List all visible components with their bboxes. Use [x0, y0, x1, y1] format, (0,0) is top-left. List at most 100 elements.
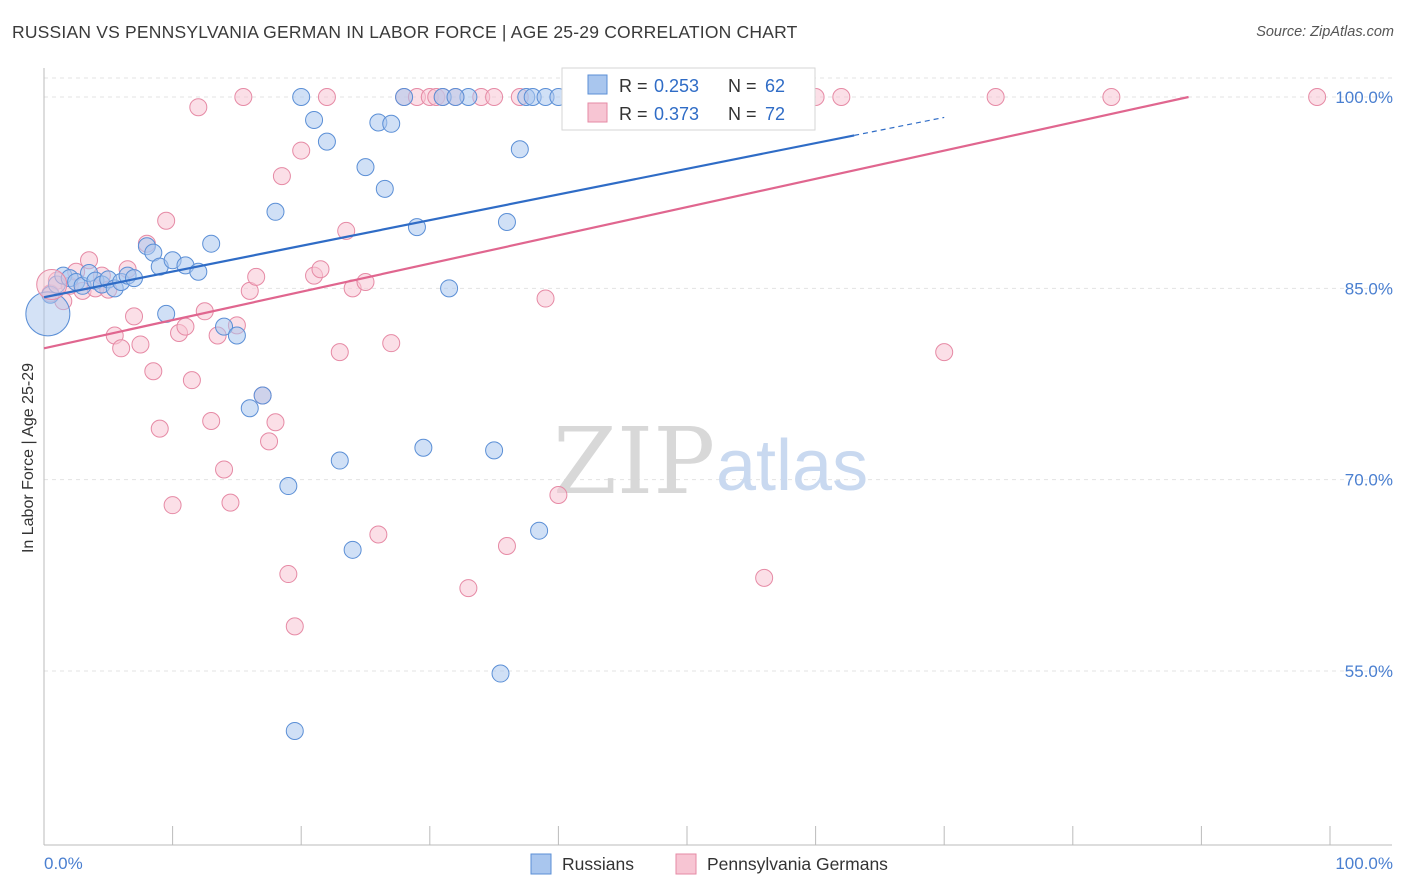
point-russians	[285, 721, 304, 740]
x-tick-labels: 0.0% 100.0%	[44, 854, 1393, 873]
legend-n-label-1: N =	[728, 76, 757, 96]
point-pennsylvania-germans	[485, 88, 504, 106]
point-pennsylvania-germans	[459, 579, 478, 598]
point-russians	[395, 88, 414, 106]
point-pg-cluster	[36, 269, 68, 301]
point-pennsylvania-germans	[536, 289, 555, 308]
point-pennsylvania-germans	[317, 88, 336, 106]
point-russians	[530, 521, 549, 540]
legend-swatch-russians	[587, 74, 608, 95]
watermark-atlas: atlas	[716, 426, 868, 506]
point-russians	[446, 88, 465, 106]
series-legend-russians: Russians	[562, 854, 634, 874]
point-pennsylvania-germans	[832, 88, 851, 106]
series-legend-swatch-russians	[530, 853, 552, 875]
y-tick-label: 85.0%	[1345, 279, 1393, 298]
trend-line-russians	[43, 134, 855, 299]
point-russians	[317, 132, 336, 151]
point-pennsylvania-germans	[221, 493, 240, 512]
legend-n-value-1: 62	[765, 76, 785, 96]
series-legend: Russians Pennsylvania Germans	[530, 853, 888, 875]
y-tick-label: 100.0%	[1335, 88, 1393, 107]
y-axis-label: In Labor Force | Age 25-29	[20, 363, 37, 553]
gridlines	[44, 77, 1392, 672]
watermark-zip: ZIP	[553, 408, 715, 515]
point-pennsylvania-germans	[272, 167, 291, 186]
point-russians	[215, 317, 234, 336]
point-russians	[202, 234, 221, 253]
axes	[43, 68, 1392, 846]
point-russians	[330, 451, 349, 470]
point-russians	[266, 202, 285, 221]
watermark: ZIP atlas	[553, 408, 868, 515]
series-legend-swatch-pg	[675, 853, 697, 875]
point-pennsylvania-germans	[144, 362, 163, 381]
y-tick-label: 70.0%	[1345, 471, 1393, 490]
y-tick-labels: 55.0% 70.0% 85.0% 100.0%	[1335, 88, 1393, 681]
y-tick-label: 55.0%	[1345, 662, 1393, 681]
legend-r-label-2: R =	[619, 104, 648, 124]
point-russians	[253, 386, 272, 405]
point-pennsylvania-germans	[163, 496, 182, 515]
point-pennsylvania-germans	[202, 411, 221, 430]
point-pennsylvania-germans	[189, 98, 208, 117]
point-pennsylvania-germans	[497, 536, 516, 555]
data-points	[25, 88, 1327, 740]
point-pennsylvania-germans	[549, 485, 568, 504]
point-pennsylvania-germans	[260, 432, 279, 451]
point-russians	[491, 664, 510, 683]
point-pennsylvania-germans	[935, 343, 954, 362]
trend-line-russians-extension	[854, 116, 945, 136]
point-pennsylvania-germans	[234, 88, 253, 106]
point-pennsylvania-germans	[215, 460, 234, 479]
point-russians	[375, 179, 394, 198]
point-pennsylvania-germans	[330, 343, 349, 362]
point-pennsylvania-germans	[292, 141, 311, 160]
legend-r-value-2: 0.373	[654, 104, 699, 124]
point-pennsylvania-germans	[311, 260, 330, 279]
point-pennsylvania-germans	[125, 307, 144, 326]
point-pennsylvania-germans	[157, 211, 176, 230]
point-pennsylvania-germans	[266, 413, 285, 432]
point-pennsylvania-germans	[131, 335, 150, 354]
point-pennsylvania-germans	[382, 334, 401, 353]
point-pennsylvania-germans	[279, 565, 298, 584]
point-pennsylvania-germans	[285, 617, 304, 636]
point-russians	[292, 88, 311, 106]
source-label: Source: ZipAtlas.com	[1256, 24, 1394, 40]
point-russians	[279, 477, 298, 496]
point-pennsylvania-germans	[150, 419, 169, 438]
legend-n-value-2: 72	[765, 104, 785, 124]
point-russians	[356, 158, 375, 177]
point-pennsylvania-germans	[1308, 88, 1327, 106]
series-legend-pg: Pennsylvania Germans	[707, 854, 888, 874]
point-pennsylvania-germans	[986, 88, 1005, 106]
point-russians	[414, 438, 433, 457]
point-russians	[510, 140, 529, 159]
legend-r-label-1: R =	[619, 76, 648, 96]
x-tick-label: 100.0%	[1335, 854, 1393, 873]
stats-legend: R = 0.253 N = 62 R = 0.373 N = 72	[561, 67, 816, 131]
legend-n-label-2: N =	[728, 104, 757, 124]
trend-line-pennsylvania-germans	[43, 95, 1189, 350]
point-russians	[382, 114, 401, 133]
point-russians	[240, 399, 259, 418]
point-pennsylvania-germans	[247, 267, 266, 286]
x-tick-label: 0.0%	[44, 854, 83, 873]
point-russians	[485, 441, 504, 460]
point-pennsylvania-germans	[176, 317, 195, 336]
point-pennsylvania-germans	[369, 525, 388, 544]
point-pennsylvania-germans	[1102, 88, 1121, 106]
point-pennsylvania-germans	[755, 568, 774, 587]
point-russians	[440, 279, 459, 298]
point-russians	[497, 213, 516, 232]
point-pennsylvania-germans	[112, 339, 131, 358]
trend-lines	[43, 95, 1189, 350]
point-russians	[227, 326, 246, 345]
point-pennsylvania-germans	[182, 371, 201, 390]
point-russians	[343, 540, 362, 559]
legend-r-value-1: 0.253	[654, 76, 699, 96]
legend-swatch-pg	[587, 102, 608, 123]
chart-title: RUSSIAN VS PENNSYLVANIA GERMAN IN LABOR …	[12, 22, 798, 42]
